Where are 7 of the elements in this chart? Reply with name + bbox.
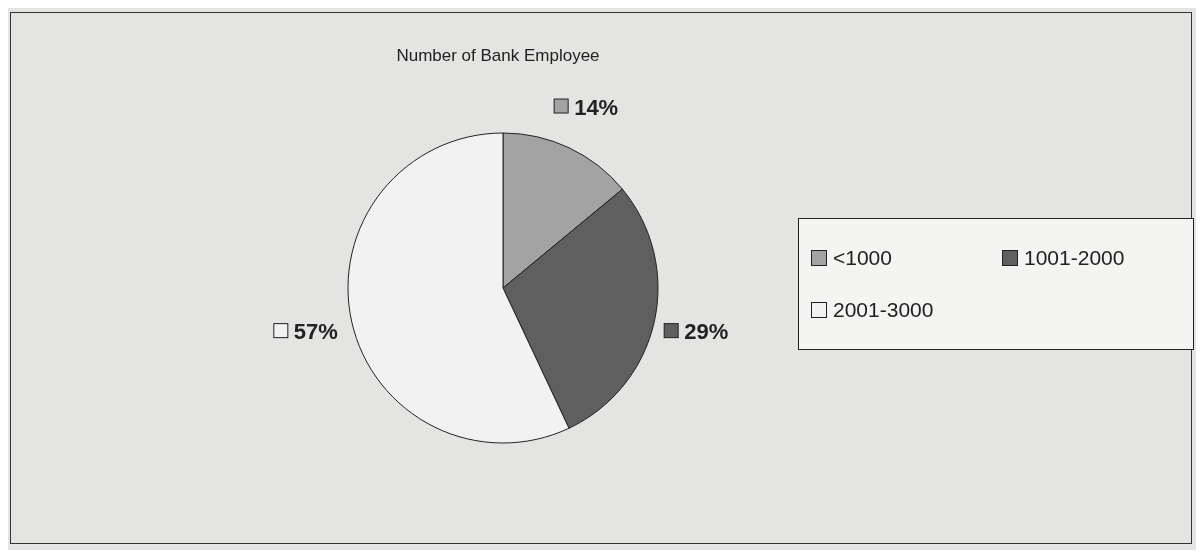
legend-label: <1000 [832,246,893,270]
legend-label: 1001-2000 [1023,246,1126,270]
legend-label: 2001-3000 [832,298,935,322]
data-label: 14% [574,94,619,120]
data-label: 57% [293,319,338,345]
chart-title: Number of Bank Employee [395,46,601,66]
data-label: 29% [684,319,729,345]
